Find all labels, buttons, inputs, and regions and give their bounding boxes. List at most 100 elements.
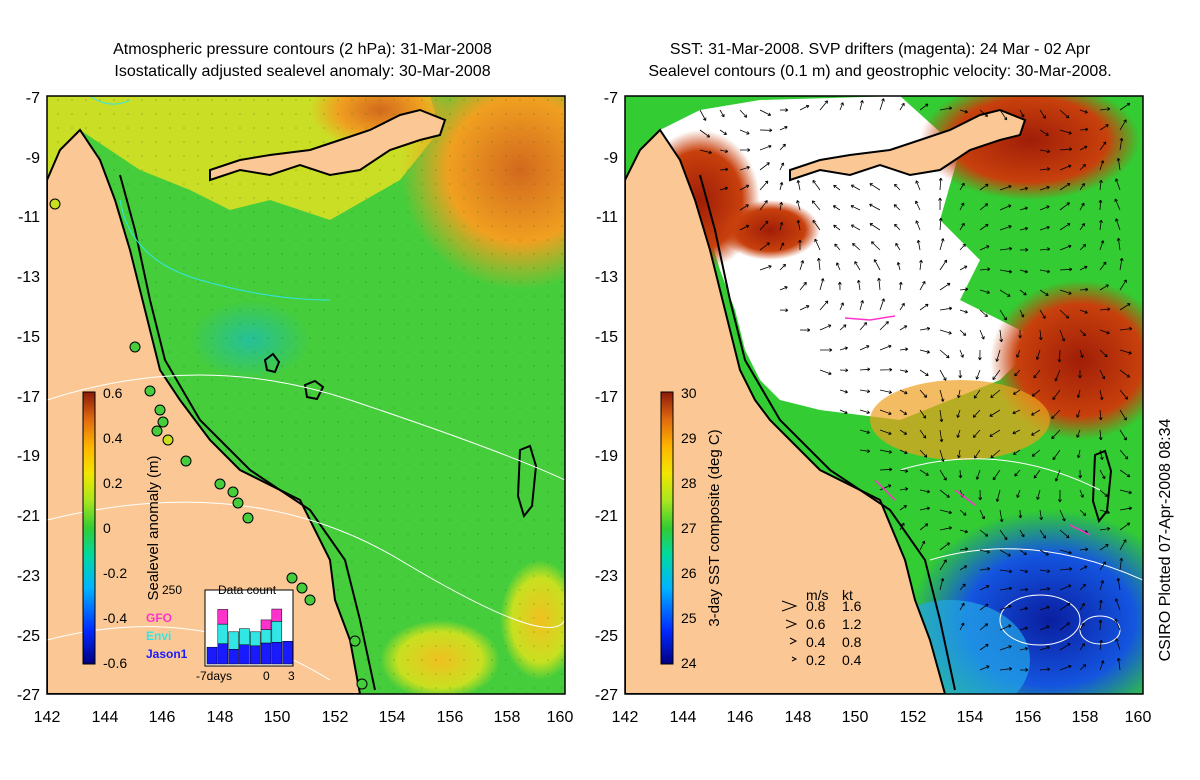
velocity-arrow <box>879 298 885 311</box>
velocity-arrow <box>939 106 953 111</box>
velocity-arrow <box>1099 580 1105 591</box>
velocity-arrow <box>1079 565 1088 571</box>
left-ytick-10: -27 <box>17 687 40 704</box>
velocity-arrow <box>799 305 810 311</box>
inset-bar-5-jason <box>260 642 272 665</box>
velocity-arrow <box>1054 369 1061 382</box>
velocity-arrow <box>869 203 881 211</box>
velocity-arrow <box>899 505 907 511</box>
velocity-arrow <box>999 109 1008 121</box>
velocity-arrow <box>1076 429 1081 438</box>
velocity-arrow <box>859 389 871 394</box>
right-xtick-5: 152 <box>900 709 927 726</box>
velocity-legend-header-kt: kt <box>842 587 853 603</box>
left-island-1 <box>263 352 281 374</box>
velocity-arrow <box>1059 664 1072 671</box>
velocity-arrow <box>974 449 981 459</box>
velocity-arrow <box>1114 598 1121 611</box>
right-xtick-1: 144 <box>670 709 697 726</box>
velocity-arrow <box>919 523 929 531</box>
velocity-arrow <box>1099 160 1105 171</box>
velocity-arrow <box>1079 349 1084 358</box>
velocity-arrow <box>999 246 1013 251</box>
velocity-arrow <box>1039 309 1046 319</box>
right-ytick-0: -7 <box>604 90 618 107</box>
right-ytick-8: -23 <box>595 568 618 585</box>
velocity-arrow <box>938 197 942 211</box>
velocity-arrow <box>879 429 892 435</box>
velocity-arrow <box>1079 583 1086 591</box>
velocity-arrow <box>1039 587 1051 591</box>
velocity-arrow <box>959 109 968 114</box>
velocity-arrow <box>959 565 968 571</box>
drifter-track-3 <box>954 489 976 506</box>
velocity-arrow <box>1019 206 1028 211</box>
left-ytick-9: -25 <box>17 628 40 645</box>
velocity-arrow <box>1098 199 1103 211</box>
drifter-track-4 <box>1069 524 1091 536</box>
velocity-arrow <box>1099 240 1105 251</box>
velocity-arrow <box>873 259 881 271</box>
velocity-arrow <box>899 325 908 331</box>
velocity-arrow <box>999 269 1013 274</box>
inset-bar-3-envi <box>239 628 250 646</box>
velocity-arrow <box>1114 618 1121 631</box>
velocity-arrow <box>739 184 750 191</box>
velocity-arrow <box>914 200 921 211</box>
velocity-arrow <box>979 603 989 611</box>
right-cb-tick-6: 24 <box>681 655 697 671</box>
velocity-legend-kt-0: 1.6 <box>842 598 862 614</box>
velocity-arrow <box>979 567 991 571</box>
velocity-arrow <box>959 265 968 271</box>
velocity-arrow <box>898 281 903 291</box>
velocity-arrow <box>959 243 966 251</box>
velocity-arrow <box>1014 469 1021 477</box>
velocity-arrow <box>959 329 967 336</box>
velocity-arrow <box>1099 307 1111 312</box>
right-xtick-7: 156 <box>1015 709 1042 726</box>
velocity-arrow <box>979 585 990 591</box>
velocity-arrow <box>1119 409 1127 421</box>
velocity-arrow <box>1018 509 1023 519</box>
right-ytick-5: -17 <box>595 389 618 406</box>
left-cb-tick-1: 0.4 <box>103 430 123 446</box>
inset-bar-1-envi <box>217 623 229 644</box>
left-map <box>47 96 565 694</box>
velocity-arrow <box>1031 409 1041 416</box>
right-y-axis: -7 -9 -11 -13 -15 -17 -19 -21 -23 -25 -2… <box>595 90 618 704</box>
velocity-arrow <box>799 104 810 111</box>
velocity-arrow <box>1019 587 1029 592</box>
right-colorbar-ticks: 30 29 28 27 26 25 24 <box>681 385 697 671</box>
inset-bar-0-jason <box>206 646 218 665</box>
velocity-arrow <box>958 369 963 379</box>
velocity-legend-arrow-3 <box>791 656 798 662</box>
velocity-arrow <box>1079 602 1085 611</box>
velocity-arrow <box>759 128 773 133</box>
right-xtick-2: 146 <box>727 709 754 726</box>
velocity-arrow <box>915 220 921 231</box>
inset-xlabel-start: -7days <box>196 669 232 683</box>
velocity-arrow <box>1079 182 1085 191</box>
velocity-arrow <box>957 389 961 399</box>
velocity-arrow <box>869 183 881 191</box>
velocity-arrow <box>979 223 989 231</box>
right-x-axis: 142 144 146 148 150 152 154 156 158 160 <box>612 709 1152 726</box>
velocity-arrow <box>959 309 968 314</box>
left-cb-tick-4: -0.2 <box>103 565 127 581</box>
velocity-arrow <box>839 324 847 331</box>
inset-bar-6-jason <box>271 642 283 665</box>
velocity-arrow <box>859 300 864 311</box>
velocity-arrow <box>879 389 892 394</box>
velocity-arrow <box>779 125 788 131</box>
velocity-arrow <box>899 429 908 435</box>
velocity-arrow <box>852 243 861 251</box>
velocity-arrow <box>699 149 712 155</box>
velocity-arrow <box>1019 569 1029 574</box>
velocity-arrow <box>1039 185 1050 191</box>
inset-bar-2-jason <box>228 649 239 665</box>
drifter-track-1 <box>844 315 896 321</box>
right-ytick-6: -19 <box>595 448 618 465</box>
velocity-arrow <box>1098 619 1103 631</box>
velocity-arrow <box>939 542 951 551</box>
